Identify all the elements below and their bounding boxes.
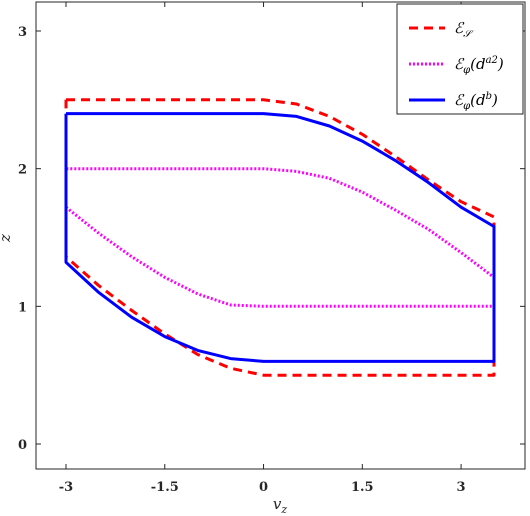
series-layer	[64, 98, 496, 377]
legend-sup: b	[486, 91, 492, 102]
x-tick-label: -3	[59, 480, 73, 495]
legend-main: ℰ	[454, 91, 465, 109]
x-tick-label: 1.5	[351, 480, 374, 495]
legend-paren-close: )	[497, 55, 504, 73]
legend-paren-close: )	[491, 91, 498, 109]
legend-box	[396, 3, 524, 115]
x-tick-label: 0	[259, 480, 268, 495]
legend-paren-open: (d	[470, 91, 485, 109]
legend-sub: 𝒮	[463, 29, 474, 40]
legend-main: ℰ	[454, 55, 465, 73]
legend-label-1: ℰ𝒮	[454, 19, 474, 40]
x-axis-label: vz	[273, 495, 287, 516]
x-axis-label-main: v	[273, 495, 282, 513]
legend-paren-open: (d	[470, 55, 485, 73]
series-line-2	[64, 167, 496, 308]
legend-label-2: ℰφ(da2)	[454, 55, 504, 76]
plot-frame	[35, 1, 526, 470]
legend-label-3: ℰφ(db)	[454, 91, 498, 112]
legend-main: ℰ	[454, 19, 465, 37]
y-axis-label: z	[0, 234, 14, 243]
x-tick-label: 3	[457, 480, 466, 495]
legend-sup: a2	[486, 55, 498, 66]
y-tick-label: 3	[18, 25, 27, 40]
x-axis-label-sub: z	[280, 503, 287, 516]
y-tick-label: 1	[18, 300, 27, 315]
tick-layer: -3 -1.5 0 1.5 3 0 1 2 3	[18, 2, 525, 495]
y-tick-label: 2	[18, 163, 27, 178]
series-line-3	[64, 112, 496, 363]
y-tick-label: 0	[18, 438, 27, 453]
legend-sub: φ	[463, 101, 470, 112]
series-line-1	[64, 98, 496, 377]
legend-sub: φ	[463, 65, 470, 76]
x-tick-label: -1.5	[151, 480, 179, 495]
